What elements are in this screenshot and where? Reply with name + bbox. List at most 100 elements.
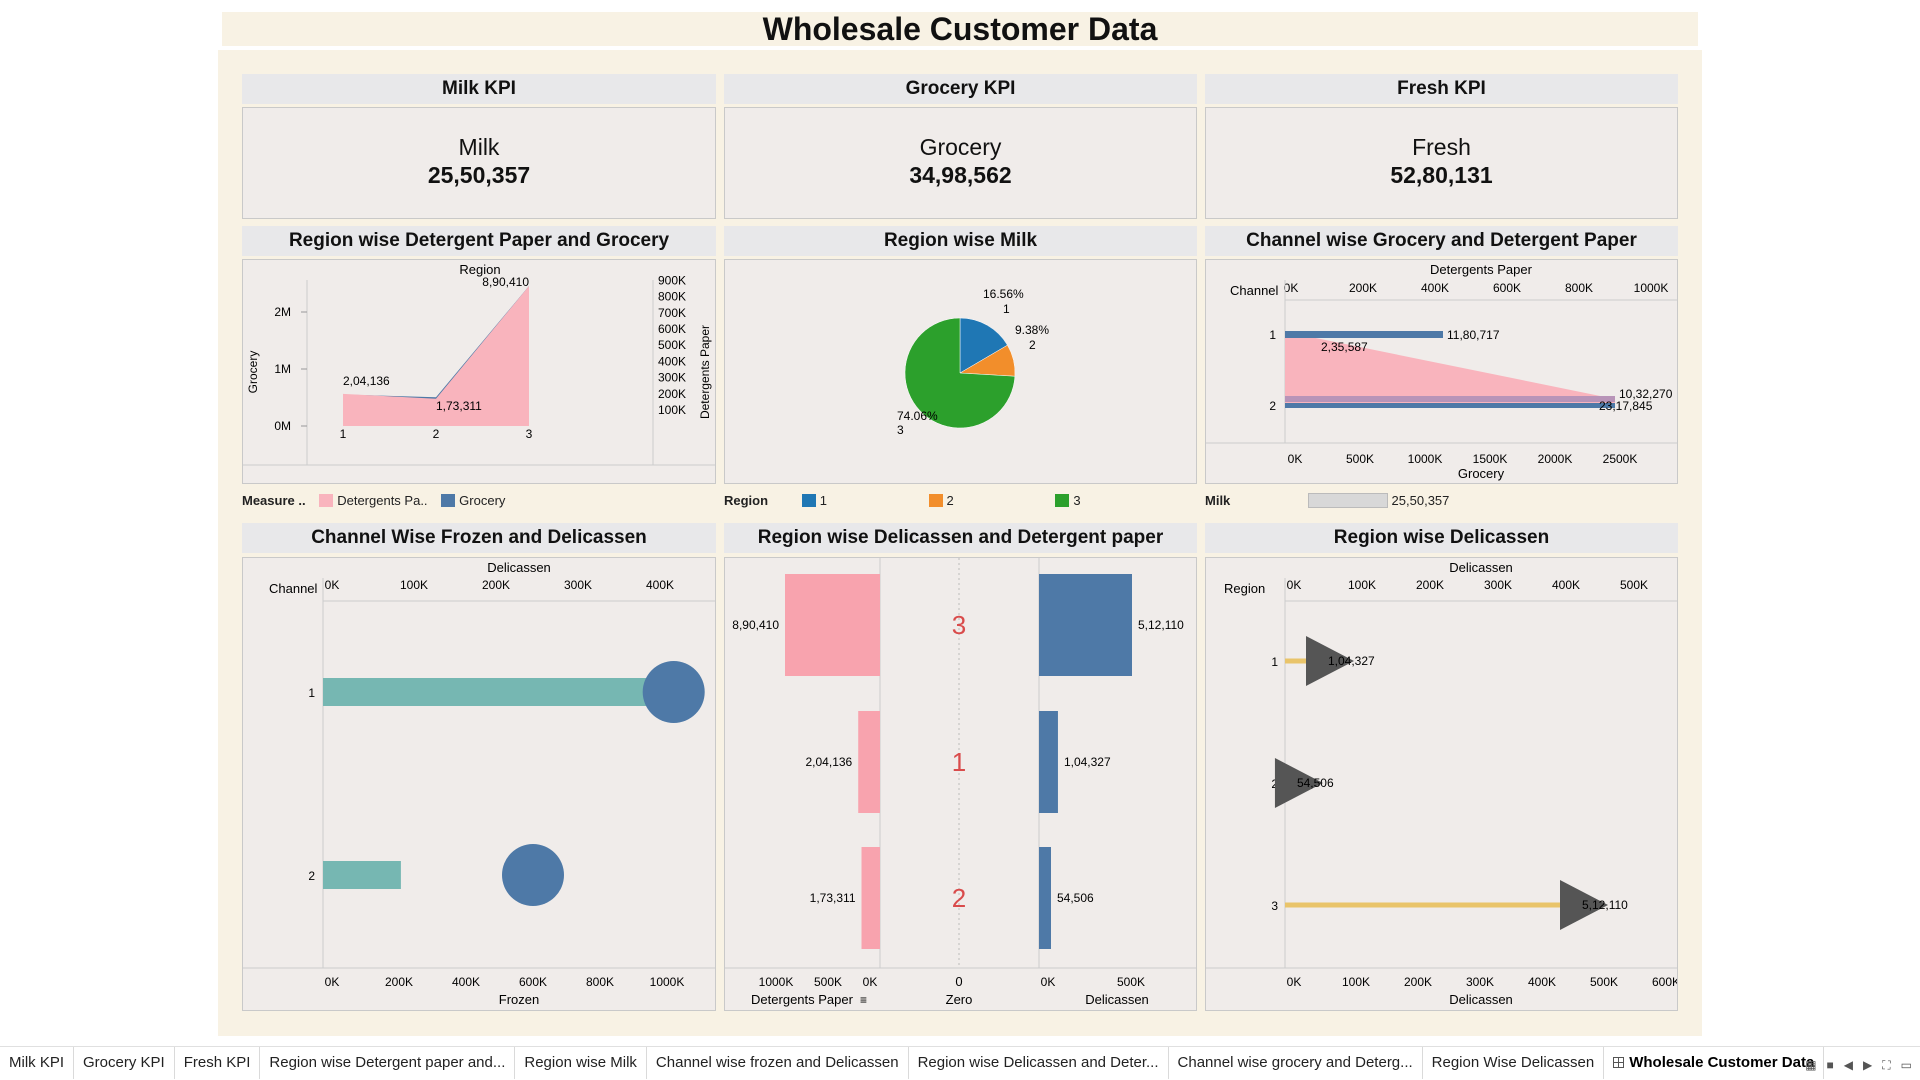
c3-chart-panel[interactable]: Detergents Paper Channel 0K 200K 400K 600K 8…	[1205, 259, 1678, 484]
c5-detergents-bar-2[interactable]	[861, 847, 880, 949]
c2-pie-slice-1[interactable]	[959, 317, 1008, 374]
tab-fresh-kpi[interactable]: Fresh KPI	[175, 1046, 261, 1079]
c5-right-tick: 500K	[1117, 975, 1145, 989]
c6-top-tick: 300K	[1484, 578, 1512, 592]
c5-detergents-label: 2,04,136	[806, 755, 853, 769]
sort-icon[interactable]: ≡	[860, 993, 867, 1007]
fullscreen-icon[interactable]: ⛶	[1882, 1058, 1891, 1072]
c2-slice-name: 1	[1003, 302, 1010, 316]
c4-bottom-tick: 200K	[385, 975, 413, 989]
c2-legend-title: Region	[724, 493, 769, 508]
c6-cat-tick: 3	[1271, 899, 1278, 913]
dashboard-title: Wholesale Customer Data	[222, 12, 1698, 46]
grocery-kpi-card[interactable]: Grocery 34,98,562	[724, 107, 1197, 219]
c3-legend-value: 25,50,357	[1391, 493, 1450, 508]
c5-delicassen-bar-3[interactable]	[1039, 574, 1132, 676]
c5-delicassen-label: 54,506	[1057, 891, 1094, 905]
c3-bottom-tick: 2500K	[1603, 452, 1638, 466]
c4-delicassen-bar-2[interactable]	[323, 861, 401, 889]
c4-title: Channel Wise Frozen and Delicassen	[242, 523, 716, 553]
c5-right-tick: 0K	[1041, 975, 1056, 989]
c4-chart-panel[interactable]: Delicassen Channel 0K 100K 200K 300K 400K 1 2…	[242, 557, 716, 1011]
c6-top-tick: 200K	[1416, 578, 1444, 592]
tab-wholesale-dashboard[interactable]: Wholesale Customer Data	[1604, 1046, 1825, 1079]
tab-grocery-kpi[interactable]: Grocery KPI	[74, 1046, 175, 1079]
milk-kpi-card[interactable]: Milk 25,50,357	[242, 107, 716, 219]
c1-left-tick: 2M	[274, 305, 291, 319]
c6-top-axis-title: Delicassen	[1449, 560, 1513, 575]
c3-top-tick: 800K	[1565, 281, 1593, 295]
tab-milk-kpi[interactable]: Milk KPI	[0, 1046, 75, 1079]
c3-detergents-area[interactable]	[1285, 338, 1615, 406]
c1-x-tick: 3	[526, 427, 533, 441]
show-filmstrip-icon[interactable]: ▦	[1805, 1058, 1817, 1072]
c4-top-tick: 300K	[564, 578, 592, 592]
show-sheet-sorter-icon[interactable]: ■	[1826, 1058, 1834, 1072]
c6-bottom-tick: 400K	[1528, 975, 1556, 989]
c2-pie-slice-3[interactable]	[904, 317, 1016, 429]
prev-sheet-icon[interactable]: ◀	[1843, 1058, 1854, 1072]
c3-bottom-tick: 1000K	[1408, 452, 1443, 466]
c1-data-label: 2,04,136	[343, 374, 390, 388]
c1-left-tick: 0M	[274, 419, 291, 433]
c4-bottom-tick: 1000K	[650, 975, 685, 989]
tab-channel-grocery[interactable]: Channel wise grocery and Deterg...	[1169, 1046, 1423, 1079]
c1-chart-panel[interactable]: Region Grocery Detergents Paper 0M 1M 2M 1…	[242, 259, 716, 484]
c3-legend-bar	[1307, 493, 1388, 508]
c6-delicassen-marker-2[interactable]	[1274, 758, 1323, 808]
sheet-tab-bar: Milk KPI Grocery KPI Fresh KPI Region wi…	[0, 1046, 1920, 1079]
c5-region-label: 1	[952, 747, 966, 777]
c4-category-label: Channel	[269, 581, 318, 596]
c5-detergents-label: 1,73,311	[810, 891, 856, 905]
present-icon[interactable]: ▭	[1900, 1058, 1912, 1072]
c6-delicassen-marker-3[interactable]	[1560, 880, 1608, 930]
c4-top-tick: 200K	[482, 578, 510, 592]
tab-region-delicassen[interactable]: Region Wise Delicassen	[1423, 1046, 1605, 1079]
c1-left-tick: 1M	[274, 362, 291, 376]
c2-chart-panel[interactable]: 16.56% 1 9.38% 2 74.06% 3	[724, 259, 1197, 484]
c2-chart: 16.56%1 9.38%2 74.06%3	[897, 287, 1049, 437]
tab-region-delicassen-deter[interactable]: Region wise Delicassen and Deter...	[909, 1046, 1169, 1079]
tab-region-milk[interactable]: Region wise Milk	[515, 1046, 647, 1079]
c5-mid-axis-title: Zero	[946, 992, 973, 1007]
c1-legend-title: Measure ..	[242, 493, 306, 508]
next-sheet-icon[interactable]: ▶	[1863, 1058, 1873, 1072]
c6-top-tick: 500K	[1620, 578, 1648, 592]
c5-delicassen-label: 1,04,327	[1064, 755, 1111, 769]
c2-slice-name: 3	[897, 423, 904, 437]
c3-top-tick: 1000K	[1634, 281, 1669, 295]
c5-detergents-bar-1[interactable]	[858, 711, 880, 813]
c1-x-tick: 1	[340, 427, 347, 441]
c3-chart: Detergents Paper Channel 0K 200K 400K 600K 8…	[1206, 262, 1677, 481]
c5-delicassen-bar-1[interactable]	[1039, 711, 1058, 813]
tab-channel-frozen[interactable]: Channel wise frozen and Delicassen	[647, 1046, 909, 1079]
c6-top-tick: 0K	[1287, 578, 1302, 592]
c6-cat-tick: 2	[1271, 777, 1278, 791]
c5-chart-panel[interactable]: 8,90,410 2,04,136 1,73,311 5,12,110 1,04,32…	[724, 557, 1197, 1011]
tab-wholesale-label: Wholesale Customer Data	[1629, 1053, 1815, 1071]
c3-bottom-tick: 0K	[1288, 452, 1303, 466]
c3-detergents-bar-2[interactable]	[1285, 396, 1615, 402]
c3-data-label: 2,35,587	[1321, 340, 1368, 354]
c5-detergents-bar-3[interactable]	[785, 574, 880, 676]
c3-legend: Milk 25,50,357	[1205, 492, 1449, 510]
c4-delicassen-bar-1[interactable]	[323, 678, 701, 706]
c5-delicassen-bar-2[interactable]	[1039, 847, 1051, 949]
c6-top-tick: 100K	[1348, 578, 1376, 592]
c6-title: Region wise Delicassen	[1205, 523, 1678, 553]
c4-frozen-circle-2[interactable]	[502, 844, 564, 906]
c6-chart-panel[interactable]: Delicassen Region 0K 100K 200K 300K 400K 500K…	[1205, 557, 1680, 1011]
c4-frozen-circle-1[interactable]	[642, 661, 705, 723]
c3-grocery-bar-2[interactable]	[1285, 403, 1615, 408]
c3-title: Channel wise Grocery and Detergent Paper	[1205, 226, 1678, 256]
fresh-kpi-title: Fresh KPI	[1205, 74, 1678, 104]
c6-category-label: Region	[1224, 581, 1265, 596]
grocery-kpi-label: Grocery	[919, 134, 1002, 160]
c1-right-tick: 700K	[658, 306, 686, 320]
milk-kpi-value: 25,50,357	[427, 162, 531, 188]
fresh-kpi-card[interactable]: Fresh 52,80,131	[1205, 107, 1678, 219]
c1-detergents-area[interactable]	[343, 286, 529, 426]
c6-delicassen-marker-1[interactable]	[1305, 636, 1354, 686]
tab-region-detergent[interactable]: Region wise Detergent paper and...	[260, 1046, 516, 1079]
c3-grocery-bar-1[interactable]	[1285, 331, 1443, 338]
